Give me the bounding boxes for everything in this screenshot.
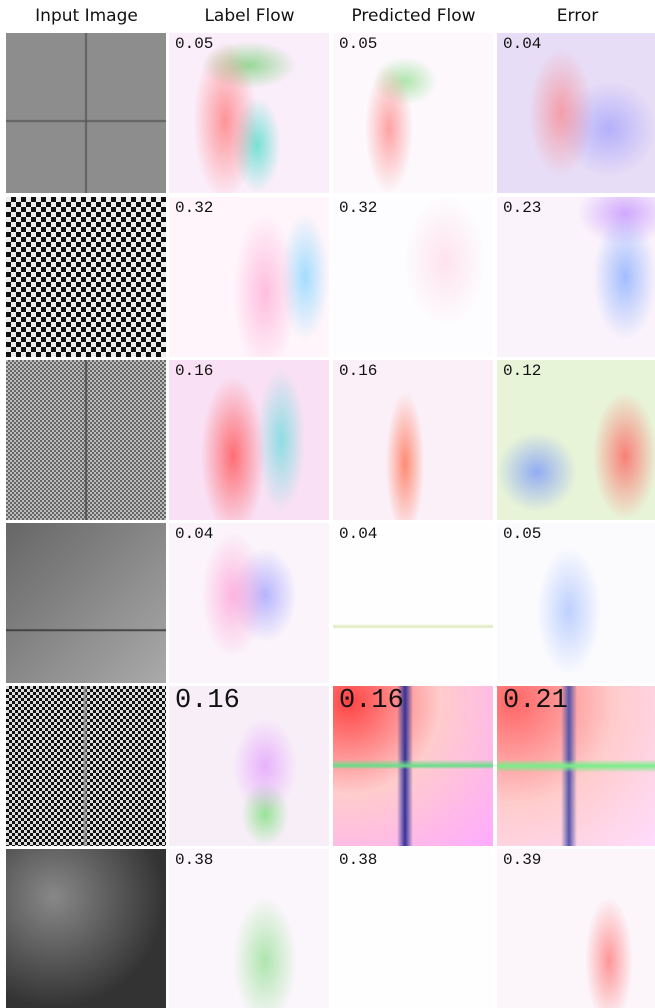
epe-value: 0.04 (503, 35, 541, 53)
epe-value: 0.38 (339, 851, 377, 869)
flow-image: 0.38 (333, 849, 493, 1008)
epe-value: 0.16 (175, 362, 213, 380)
flow-image: 0.38 (169, 849, 329, 1008)
epe-value: 0.04 (175, 525, 213, 543)
column-title: Label Flow (169, 6, 330, 26)
flow-image: 0.12 (497, 360, 655, 520)
flow-image: 0.04 (333, 523, 493, 683)
input-image (6, 360, 166, 520)
flow-image: 0.39 (497, 849, 655, 1008)
flow-image: 0.21 (497, 686, 655, 846)
column-title: Error (497, 6, 655, 26)
epe-value: 0.32 (175, 199, 213, 217)
epe-value: 0.32 (339, 199, 377, 217)
epe-value: 0.05 (503, 525, 541, 543)
flow-image: 0.04 (497, 33, 655, 193)
flow-image: 0.16 (333, 686, 493, 846)
epe-value: 0.38 (175, 851, 213, 869)
flow-image: 0.05 (333, 33, 493, 193)
input-image (6, 849, 166, 1008)
flow-image: 0.23 (497, 197, 655, 357)
flow-image: 0.05 (497, 523, 655, 683)
flow-image: 0.32 (333, 197, 493, 357)
column-title: Input Image (6, 6, 167, 26)
column-title: Predicted Flow (333, 6, 494, 26)
epe-value: 0.16 (175, 686, 240, 716)
epe-value: 0.23 (503, 199, 541, 217)
input-image (6, 33, 166, 193)
flow-image: 0.04 (169, 523, 329, 683)
epe-value: 0.12 (503, 362, 541, 380)
flow-image: 0.16 (169, 360, 329, 520)
flow-image: 0.05 (169, 33, 329, 193)
epe-value: 0.21 (503, 686, 568, 716)
input-image (6, 686, 166, 846)
epe-value: 0.16 (339, 362, 377, 380)
epe-value: 0.16 (339, 686, 404, 716)
epe-value: 0.39 (503, 851, 541, 869)
input-image (6, 523, 166, 683)
figure: Input ImageLabel FlowPredicted FlowError… (0, 0, 655, 1008)
flow-image: 0.16 (169, 686, 329, 846)
input-image (6, 197, 166, 357)
flow-image: 0.16 (333, 360, 493, 520)
epe-value: 0.05 (339, 35, 377, 53)
epe-value: 0.05 (175, 35, 213, 53)
flow-image: 0.32 (169, 197, 329, 357)
epe-value: 0.04 (339, 525, 377, 543)
